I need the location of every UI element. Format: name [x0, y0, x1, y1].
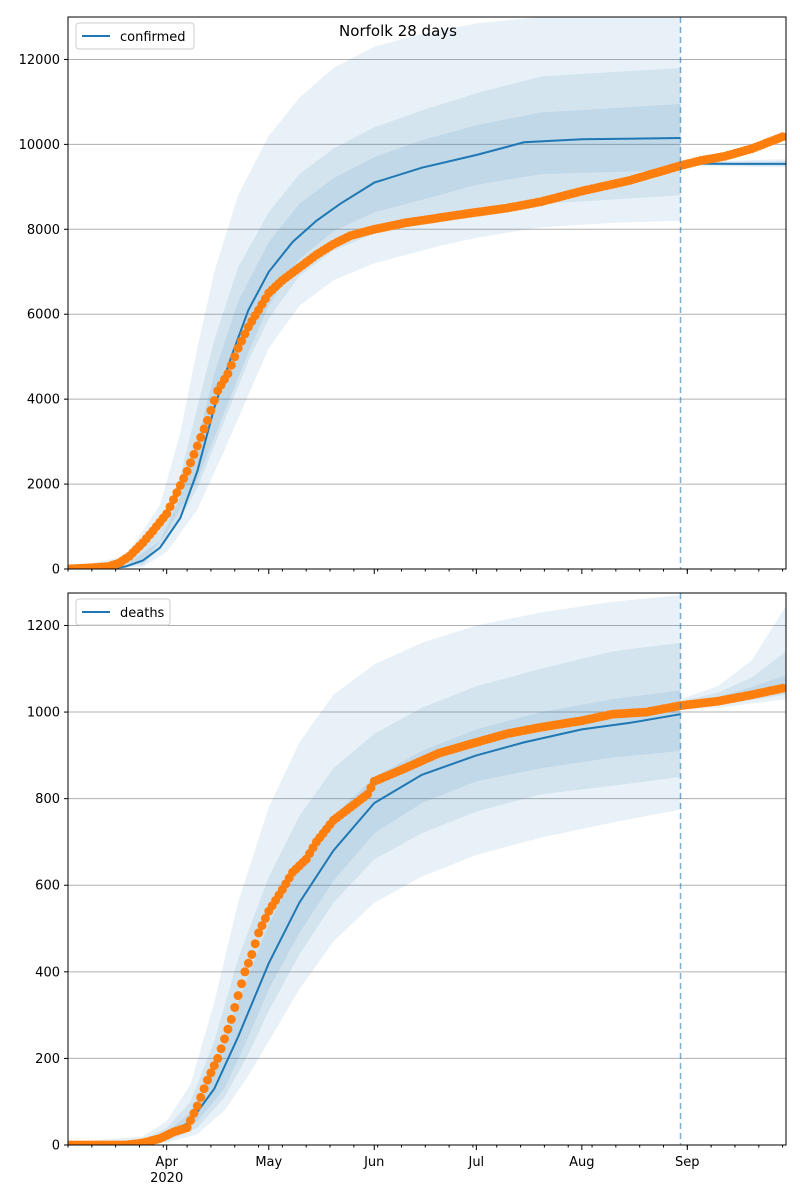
observed-point: [206, 406, 215, 415]
observed-point: [200, 1084, 209, 1093]
y-tick-label: 4000: [27, 393, 60, 408]
y-tick-label: 600: [35, 879, 60, 894]
observed-point: [220, 1034, 229, 1043]
observed-point: [251, 939, 260, 948]
y-tick-label: 8000: [27, 223, 60, 238]
confirmed-panel: 0 2000 4000 6000 8000 10000 12000 confirmed: [19, 17, 787, 578]
observed-point: [213, 1054, 222, 1063]
y-tick-label: 1000: [27, 706, 60, 721]
x-tick-sublabel: 2020: [150, 1171, 183, 1186]
observed-point: [237, 979, 246, 988]
legend: confirmed: [76, 23, 194, 49]
legend-label: confirmed: [120, 30, 186, 45]
observed-point: [193, 441, 202, 450]
x-tick-label: Apr: [155, 1155, 178, 1170]
observed-point: [223, 1025, 232, 1034]
y-tick-label: 1200: [27, 619, 60, 634]
x-tick-label: Sep: [675, 1155, 700, 1170]
legend-label: deaths: [120, 606, 165, 621]
observed-point: [230, 352, 239, 361]
x-tick-label: May: [255, 1155, 282, 1170]
observed-point: [244, 959, 253, 968]
observed-point: [193, 1102, 202, 1111]
y-tick-label: 400: [35, 965, 60, 980]
observed-point: [217, 1044, 226, 1053]
observed-point: [227, 1015, 236, 1024]
observed-point: [230, 1003, 239, 1012]
observed-point: [247, 950, 256, 959]
y-tick-label: 200: [35, 1052, 60, 1067]
plot-area: [64, 595, 788, 1149]
observed-point: [196, 433, 205, 442]
y-tick-label: 800: [35, 792, 60, 807]
observed-point: [240, 967, 249, 976]
observed-point: [223, 369, 232, 378]
x-tick-label: Jun: [363, 1155, 384, 1170]
observed-point: [186, 458, 195, 467]
legend: deaths: [76, 599, 170, 625]
y-tick-label: 10000: [19, 138, 60, 153]
observed-point: [183, 467, 192, 476]
y-tick-label: 0: [52, 1139, 60, 1154]
observed-point: [196, 1093, 205, 1102]
plot-area: [64, 17, 788, 574]
observed-point: [200, 424, 209, 433]
y-tick-label: 0: [52, 563, 60, 578]
x-tick-label: Aug: [569, 1155, 594, 1170]
figure-title: Norfolk 28 days: [339, 22, 457, 40]
observed-point: [210, 396, 219, 405]
observed-point: [234, 991, 243, 1000]
observed-point: [227, 361, 236, 370]
y-tick-label: 2000: [27, 478, 60, 493]
observed-point: [189, 450, 198, 459]
y-tick-label: 12000: [19, 53, 60, 68]
x-tick-label: Jul: [467, 1155, 484, 1170]
y-tick-label: 6000: [27, 308, 60, 323]
observed-point: [203, 416, 212, 425]
